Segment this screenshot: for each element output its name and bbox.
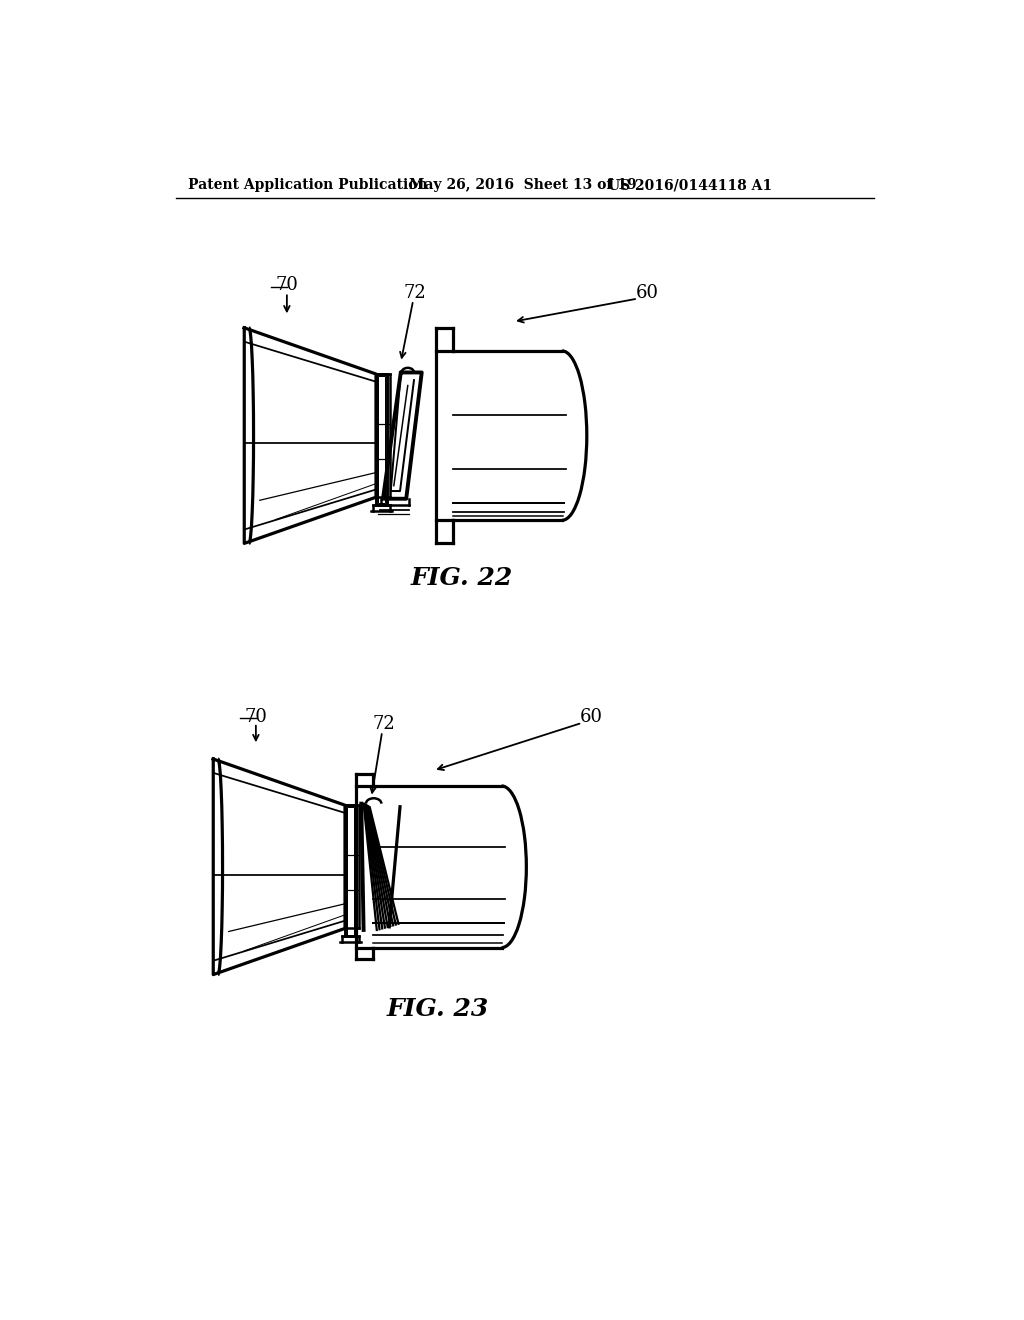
Text: FIG. 23: FIG. 23 [387, 997, 489, 1022]
Text: Patent Application Publication: Patent Application Publication [188, 178, 428, 193]
Text: 60: 60 [636, 284, 658, 302]
Bar [378, 376, 385, 503]
Text: 70: 70 [275, 276, 298, 294]
Text: May 26, 2016  Sheet 13 of 19: May 26, 2016 Sheet 13 of 19 [409, 178, 636, 193]
Bar [345, 805, 356, 936]
Bar [376, 374, 387, 506]
Bar [346, 807, 354, 935]
Text: 70: 70 [245, 708, 267, 726]
Text: 60: 60 [580, 708, 603, 726]
Text: FIG. 22: FIG. 22 [411, 566, 512, 590]
Text: US 2016/0144118 A1: US 2016/0144118 A1 [608, 178, 773, 193]
Text: 72: 72 [373, 715, 395, 734]
Text: 72: 72 [403, 284, 426, 302]
